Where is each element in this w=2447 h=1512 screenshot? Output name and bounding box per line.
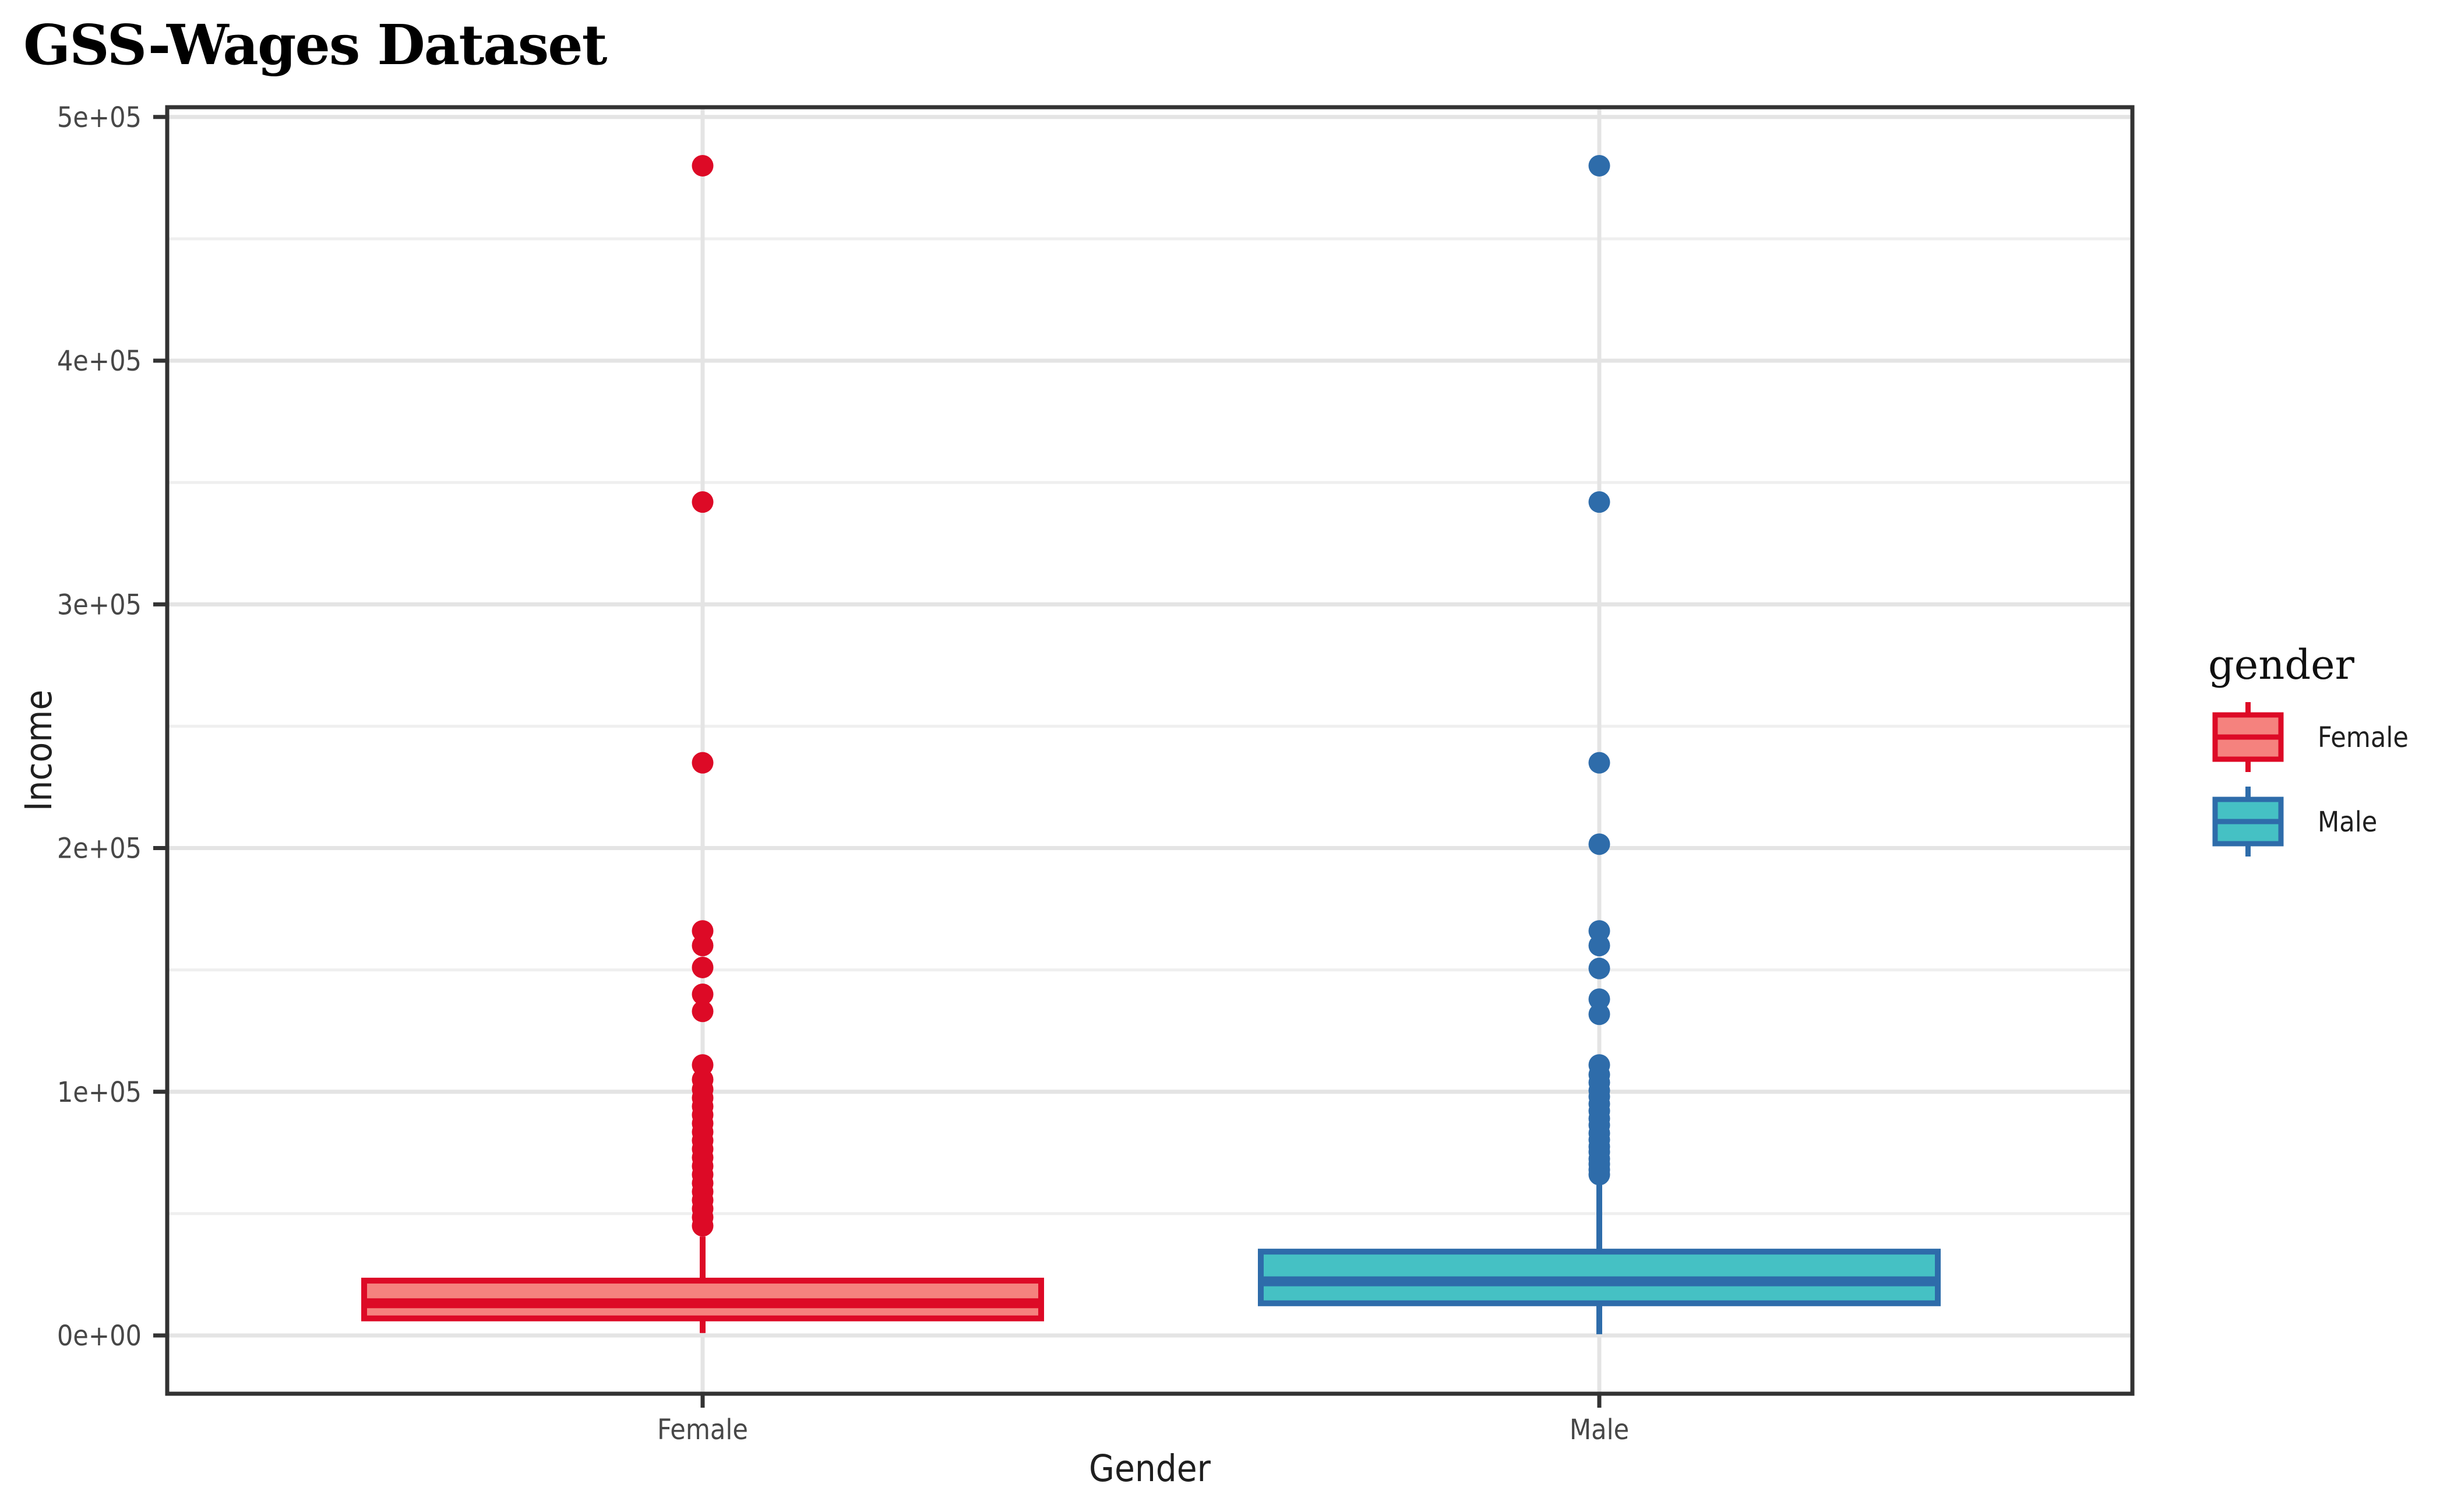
- x-axis-tick-label: Female: [657, 1414, 748, 1446]
- outlier-point-male: [1588, 957, 1610, 979]
- panel-border: [165, 105, 2135, 1396]
- y-axis-tick-label: 3e+05: [57, 588, 142, 621]
- outlier-point-male: [1588, 154, 1610, 177]
- panel-background: [167, 107, 2132, 1394]
- outlier-point-female: [692, 752, 714, 774]
- outlier-point-male: [1588, 752, 1610, 774]
- y-axis-tick-label: 0e+00: [57, 1320, 142, 1352]
- outlier-point-female: [692, 1000, 714, 1023]
- y-axis-tick-label: 2e+05: [57, 833, 142, 865]
- y-axis-title: Income: [17, 690, 60, 812]
- y-axis-tick-label: 5e+05: [57, 101, 142, 134]
- outlier-point-male: [1588, 1054, 1610, 1076]
- legend-label-female: Female: [2318, 721, 2409, 754]
- chart-title: GSS-Wages Dataset: [23, 13, 608, 77]
- x-axis-title: Gender: [1089, 1447, 1211, 1490]
- outlier-point-female: [692, 1054, 714, 1076]
- outlier-point-female: [692, 956, 714, 978]
- legend-label-male: Male: [2318, 806, 2377, 838]
- outlier-point-female: [692, 983, 714, 1005]
- outlier-point-male: [1588, 920, 1610, 942]
- legend-title: gender: [2208, 641, 2355, 689]
- outlier-point-male: [1588, 988, 1610, 1010]
- outlier-point-female: [692, 920, 714, 942]
- outlier-point-male: [1588, 1003, 1610, 1025]
- y-axis-tick-label: 1e+05: [57, 1076, 142, 1109]
- outlier-point-female: [692, 491, 714, 513]
- y-axis-tick-label: 4e+05: [57, 345, 142, 378]
- outlier-point-male: [1588, 491, 1610, 513]
- outlier-point-male: [1588, 833, 1610, 855]
- x-axis-tick-label: Male: [1570, 1414, 1629, 1446]
- outlier-point-female: [692, 154, 714, 177]
